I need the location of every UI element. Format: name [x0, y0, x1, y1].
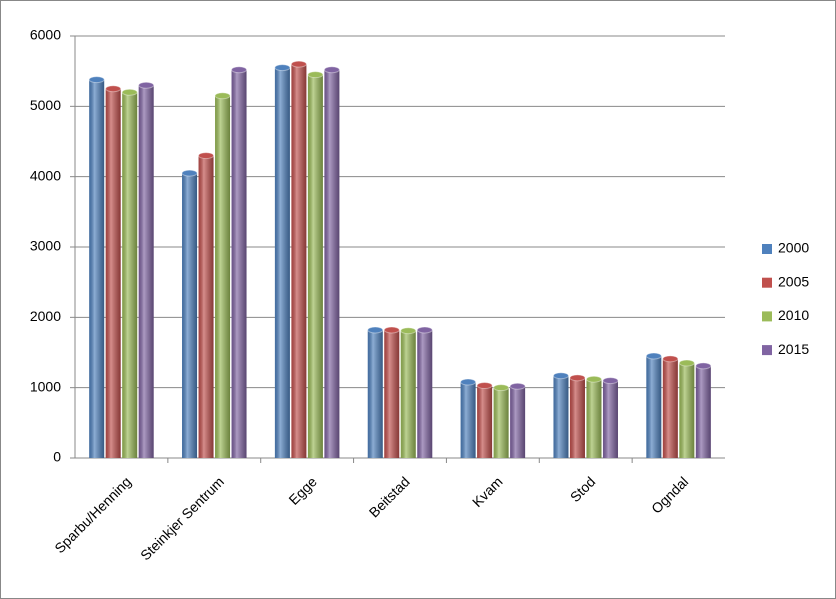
bar-shade [324, 69, 340, 458]
bar-shade [231, 69, 247, 458]
legend-swatch [762, 244, 772, 254]
y-tick-label: 5000 [30, 97, 61, 113]
bar-cap [416, 326, 433, 334]
bar-shade [400, 330, 416, 458]
bar-shade [646, 356, 662, 458]
bar-shade [122, 92, 138, 459]
bar-shade [553, 375, 569, 458]
bar-cap [695, 362, 712, 370]
bar-cap [602, 377, 619, 385]
bar-shade [307, 74, 323, 458]
bar-cap [552, 372, 569, 380]
bar-shade [586, 379, 602, 458]
y-tick-label: 2000 [30, 308, 61, 324]
bar-cap [585, 375, 602, 383]
bar-shade [460, 382, 476, 458]
bar-cap [290, 60, 307, 68]
bar-shade [662, 358, 678, 458]
legend-label: 2000 [778, 240, 809, 256]
bar-cap [383, 326, 400, 334]
legend-label: 2005 [778, 273, 809, 289]
bar-shade [291, 64, 307, 458]
legend-swatch [762, 311, 772, 322]
y-tick-label: 4000 [30, 167, 61, 183]
bar-cap [138, 81, 155, 89]
bar-shade [89, 79, 105, 459]
bar-shade [477, 385, 493, 458]
bar-shade [215, 95, 231, 459]
bar-shade [602, 380, 618, 458]
y-tick-label: 3000 [30, 238, 61, 254]
bar-shade [569, 377, 585, 458]
bar-cap [323, 66, 340, 74]
bar-cap [198, 152, 215, 160]
bar-cap [274, 64, 291, 72]
bar-cap [88, 76, 105, 84]
bar-cap [662, 355, 679, 363]
bar-shade [138, 85, 154, 458]
bar-shade [198, 155, 214, 459]
bar-cap [476, 382, 493, 390]
legend-label: 2010 [778, 307, 809, 323]
bar-cap [460, 378, 477, 386]
bar-shade [182, 173, 198, 458]
bar-cap [121, 88, 138, 96]
bar-shade [367, 329, 383, 458]
bar-shade [679, 363, 695, 458]
bar-cap [214, 92, 231, 100]
bar-cap [493, 384, 510, 392]
bar-shade [695, 365, 711, 458]
legend-label: 2015 [778, 341, 809, 357]
y-tick-label: 0 [53, 449, 61, 465]
bar-cap [105, 85, 122, 93]
bar-cap [367, 326, 384, 334]
y-tick-label: 1000 [30, 378, 61, 394]
bar-shade [105, 88, 121, 458]
bar-cap [678, 359, 695, 367]
legend-swatch [762, 345, 772, 356]
bar-shade [384, 329, 400, 458]
bar-cap [400, 327, 417, 335]
bar-cap [569, 374, 586, 382]
bar-shade [274, 67, 290, 459]
bar-cap [509, 382, 526, 390]
legend-swatch [762, 277, 772, 288]
bar-shade [510, 386, 526, 458]
bar-shade [493, 387, 509, 458]
bar-cap [231, 66, 248, 74]
y-tick-label: 6000 [30, 27, 61, 43]
bar-cap [307, 71, 324, 79]
bar-shade [417, 329, 433, 458]
bar-cap [181, 169, 198, 177]
bar-cap [645, 352, 662, 360]
